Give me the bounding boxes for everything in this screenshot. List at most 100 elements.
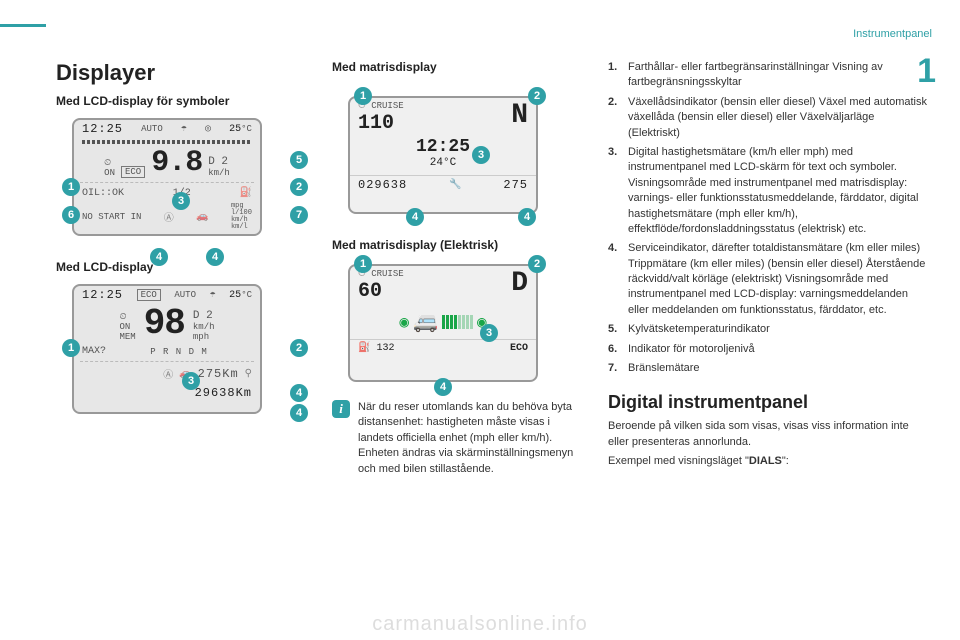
lcd-sym-speed-unit: km/h: [208, 168, 230, 178]
matrix-display: ⏲ CRUISE 110 N 12:25 24°C 029638 🔧 275: [348, 96, 538, 214]
m-callout-1: 1: [354, 87, 372, 105]
wrench-icon: 🔧: [449, 179, 461, 191]
matrix-gear: N: [511, 100, 528, 131]
definition-text: Farthållar- eller fartbegränsarinställni…: [628, 60, 928, 91]
definition-text: Bränslemätare: [628, 361, 928, 376]
me-callout-2: 2: [528, 255, 546, 273]
definition-list: 1.Farthållar- eller fartbegränsarinställ…: [608, 60, 928, 376]
digital-ip-p2: Exempel med visningsläget "DIALS":: [608, 454, 928, 469]
lcd-sym-gear: D 2: [208, 156, 230, 168]
definition-number: 2.: [608, 95, 628, 141]
definition-item: 4.Serviceindikator, därefter totaldistan…: [608, 241, 928, 318]
definition-number: 6.: [608, 342, 628, 357]
lcd-sym-side-on: ON: [104, 168, 115, 178]
callout-2: 2: [290, 178, 308, 196]
heading-matrix-elec: Med matrisdisplay (Elektrisk): [332, 238, 588, 252]
callout-4a: 4: [150, 248, 168, 266]
battery-bars: [442, 315, 473, 329]
lcd-sym-time: 12:25: [82, 122, 123, 136]
lcd-mem: MEM: [119, 332, 135, 342]
info-box: i När du reser utomlands kan du behöva b…: [332, 400, 588, 477]
m-callout-3: 3: [472, 146, 490, 164]
lcd-sym-oil: OIL::OK: [82, 188, 124, 199]
info-text: När du reser utomlands kan du behöva byt…: [358, 400, 588, 477]
person-icon: ⚲: [245, 368, 252, 380]
definition-text: Kylvätsketemperaturindikator: [628, 322, 928, 337]
definition-item: 7.Bränslemätare: [608, 361, 928, 376]
mpg-labels: mpg l/100 km/h km/l: [231, 203, 252, 231]
eco-badge: ECO: [121, 166, 145, 178]
van-icon: 🚐: [413, 309, 438, 335]
stopstart-icon-2: Ⓐ: [163, 366, 173, 382]
column-1: Displayer Med LCD-display för symboler 1…: [56, 60, 312, 477]
matrix-time: 12:25: [350, 137, 536, 157]
watermark: carmanualsonline.info: [0, 613, 960, 636]
definition-item: 5.Kylvätsketemperaturindikator: [608, 322, 928, 337]
coolant-bar: [82, 140, 252, 144]
figure-matrix: ⏲ CRUISE 110 N 12:25 24°C 029638 🔧 275 1…: [348, 96, 568, 214]
lcd-sym-odo: 29638km: [140, 235, 194, 236]
heading-lcd-symbols: Med LCD-display för symboler: [56, 94, 312, 108]
me-callout-3: 3: [480, 324, 498, 342]
me-eco: ECO: [510, 343, 528, 354]
definition-number: 7.: [608, 361, 628, 376]
lcd-sym-auto: AUTO: [141, 124, 163, 134]
info-icon: i: [332, 400, 350, 418]
figure-lcd: 12:25 ECO AUTO ☂ 25°C ⏲ ON MEM 98: [72, 284, 292, 414]
callout-4b: 4: [206, 248, 224, 266]
lcd-eco: ECO: [137, 289, 161, 301]
lcd-callout-1: 1: [62, 339, 80, 357]
lcd-bigspeed: 98: [144, 306, 185, 342]
callout-3: 3: [172, 192, 190, 210]
me-cruise-val: 60: [358, 280, 404, 303]
matrix-odo: 029638: [358, 178, 407, 192]
matrix-trip: 275: [503, 178, 528, 192]
definition-number: 3.: [608, 145, 628, 237]
lcd-sym-speed: 9.8: [151, 148, 202, 178]
definition-item: 1.Farthållar- eller fartbegränsarinställ…: [608, 60, 928, 91]
lcd-prndm: P R N D M: [150, 347, 208, 357]
cruise-icon-2: ⏲: [119, 312, 135, 322]
lcd-max: MAX?: [82, 346, 106, 357]
figure-lcd-symbols: 12:25 AUTO ☂ ◎ 25°C ⏲ ON: [72, 118, 292, 236]
lcd-auto: AUTO: [174, 290, 196, 300]
stopstart-icon: Ⓐ: [164, 209, 174, 225]
pump-icon: ⛽: [358, 343, 370, 354]
lcd-temp: 25°C: [229, 290, 252, 301]
lcd-mph: mph: [193, 332, 215, 342]
m-callout-4a: 4: [406, 208, 424, 226]
car-icon: 🚗: [196, 211, 208, 223]
column-2: Med matrisdisplay ⏲ CRUISE 110 N 12:25 2…: [332, 60, 588, 477]
callout-1: 1: [62, 178, 80, 196]
definition-text: Växellådsindikator (bensin eller diesel)…: [628, 95, 928, 141]
lcd-callout-2: 2: [290, 339, 308, 357]
heading-digital-ip: Digital instrumentpanel: [608, 392, 928, 413]
lcd-side: ON: [119, 322, 135, 332]
column-3: 1.Farthållar- eller fartbegränsarinställ…: [608, 60, 928, 477]
wheel-left-icon: ◉: [399, 312, 409, 332]
definition-item: 3.Digital hastighetsmätare (km/h eller m…: [608, 145, 928, 237]
m-callout-4b: 4: [518, 208, 536, 226]
lcd-kmh: km/h: [193, 322, 215, 332]
matrix-temp: 24°C: [350, 157, 536, 169]
wiper-icon: ☂: [181, 123, 187, 135]
page-title: Displayer: [56, 60, 312, 86]
m-callout-2: 2: [528, 87, 546, 105]
steering-icon: ◎: [205, 123, 211, 135]
me-range: ⛽ 132: [358, 342, 394, 354]
definition-text: Serviceindikator, därefter totaldistansm…: [628, 241, 928, 318]
chapter-number: 1: [917, 52, 936, 91]
definition-number: 4.: [608, 241, 628, 318]
definition-text: Digital hastighetsmätare (km/h eller mph…: [628, 145, 928, 237]
me-callout-4: 4: [434, 378, 452, 396]
lcd-time: 12:25: [82, 288, 123, 302]
matrix-cruise-val: 110: [358, 112, 404, 135]
matrix-elec-display: ⏲ CRUISE 60 D ◉ 🚐 ◉ ⛽ 132: [348, 264, 538, 382]
definition-number: 5.: [608, 322, 628, 337]
lcd-sym-temp: 25°C: [229, 124, 252, 135]
callout-5: 5: [290, 151, 308, 169]
accent-bar: [0, 24, 46, 27]
lcd-display: 12:25 ECO AUTO ☂ 25°C ⏲ ON MEM 98: [72, 284, 262, 414]
fuel-icon: ⛽: [240, 187, 252, 199]
heading-matrix: Med matrisdisplay: [332, 60, 588, 74]
